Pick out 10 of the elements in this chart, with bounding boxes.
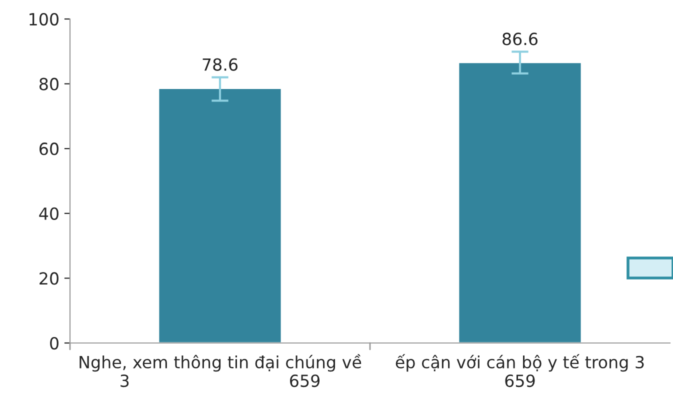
x-tick-label: ếp cận với cán bộ y tế trong 3 659 (396, 354, 644, 388)
data-label: 78.6 (202, 58, 238, 71)
y-tick-label: 20 (40, 272, 58, 285)
y-tick-label: 0 (50, 336, 58, 350)
y-tick-label: 100 (30, 12, 58, 26)
y-tick-label: 40 (39, 207, 58, 220)
x-tick-label: Nghe, xem thông tin đại chúng về 3 659 (80, 354, 362, 388)
data-label: 86.6 (502, 32, 538, 46)
y-tick-label: 60 (40, 142, 58, 156)
y-tick-label: 80 (40, 78, 58, 90)
